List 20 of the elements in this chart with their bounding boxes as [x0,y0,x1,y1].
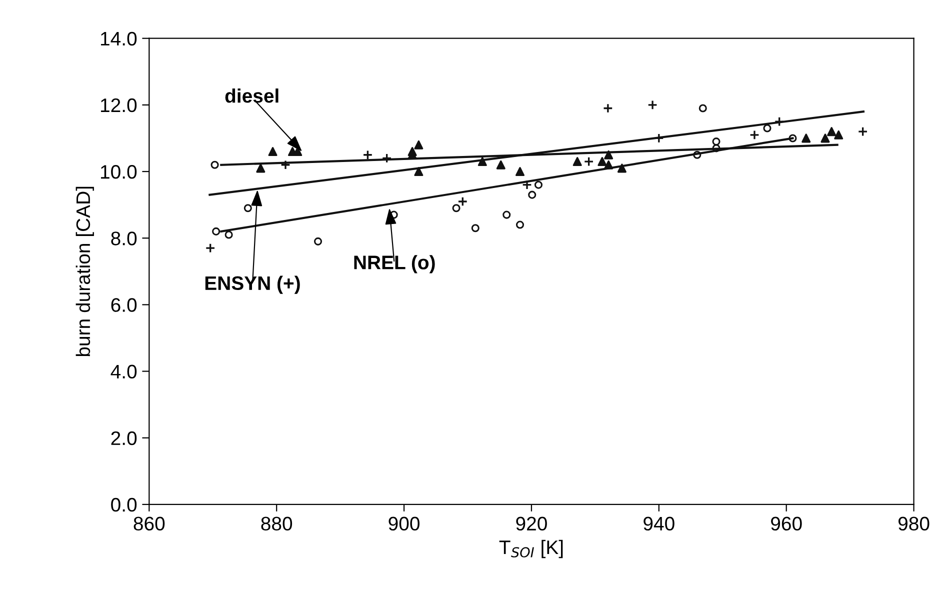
x-tick-label: 900 [388,516,420,531]
annotation: diesel [225,88,278,103]
y-tick-label: 14.0 [100,32,137,46]
x-tick-label: 880 [261,516,292,531]
y-tick-label: 0.0 [111,498,137,512]
x-tick-label: 860 [134,516,165,531]
x-tick-label: 960 [771,516,802,531]
x-tick-label: 980 [898,516,930,531]
y-tick-label: 12.0 [100,98,137,112]
annotation: ENSYN (+) [205,276,300,294]
y-axis-title: burn duration [CAD] [76,186,94,356]
x-tick-label: 920 [516,516,547,531]
x-tick-label: 940 [644,516,674,531]
x-axis-title: T$_{SOI}$ [K] [499,540,563,558]
y-tick-label: 10.0 [100,164,137,179]
y-tick-label: 2.0 [111,431,137,446]
y-tick-label: 6.0 [111,298,137,312]
annotation: NREL (o) [354,255,435,274]
y-tick-label: 4.0 [110,364,137,379]
y-tick-label: 8.0 [111,232,137,246]
